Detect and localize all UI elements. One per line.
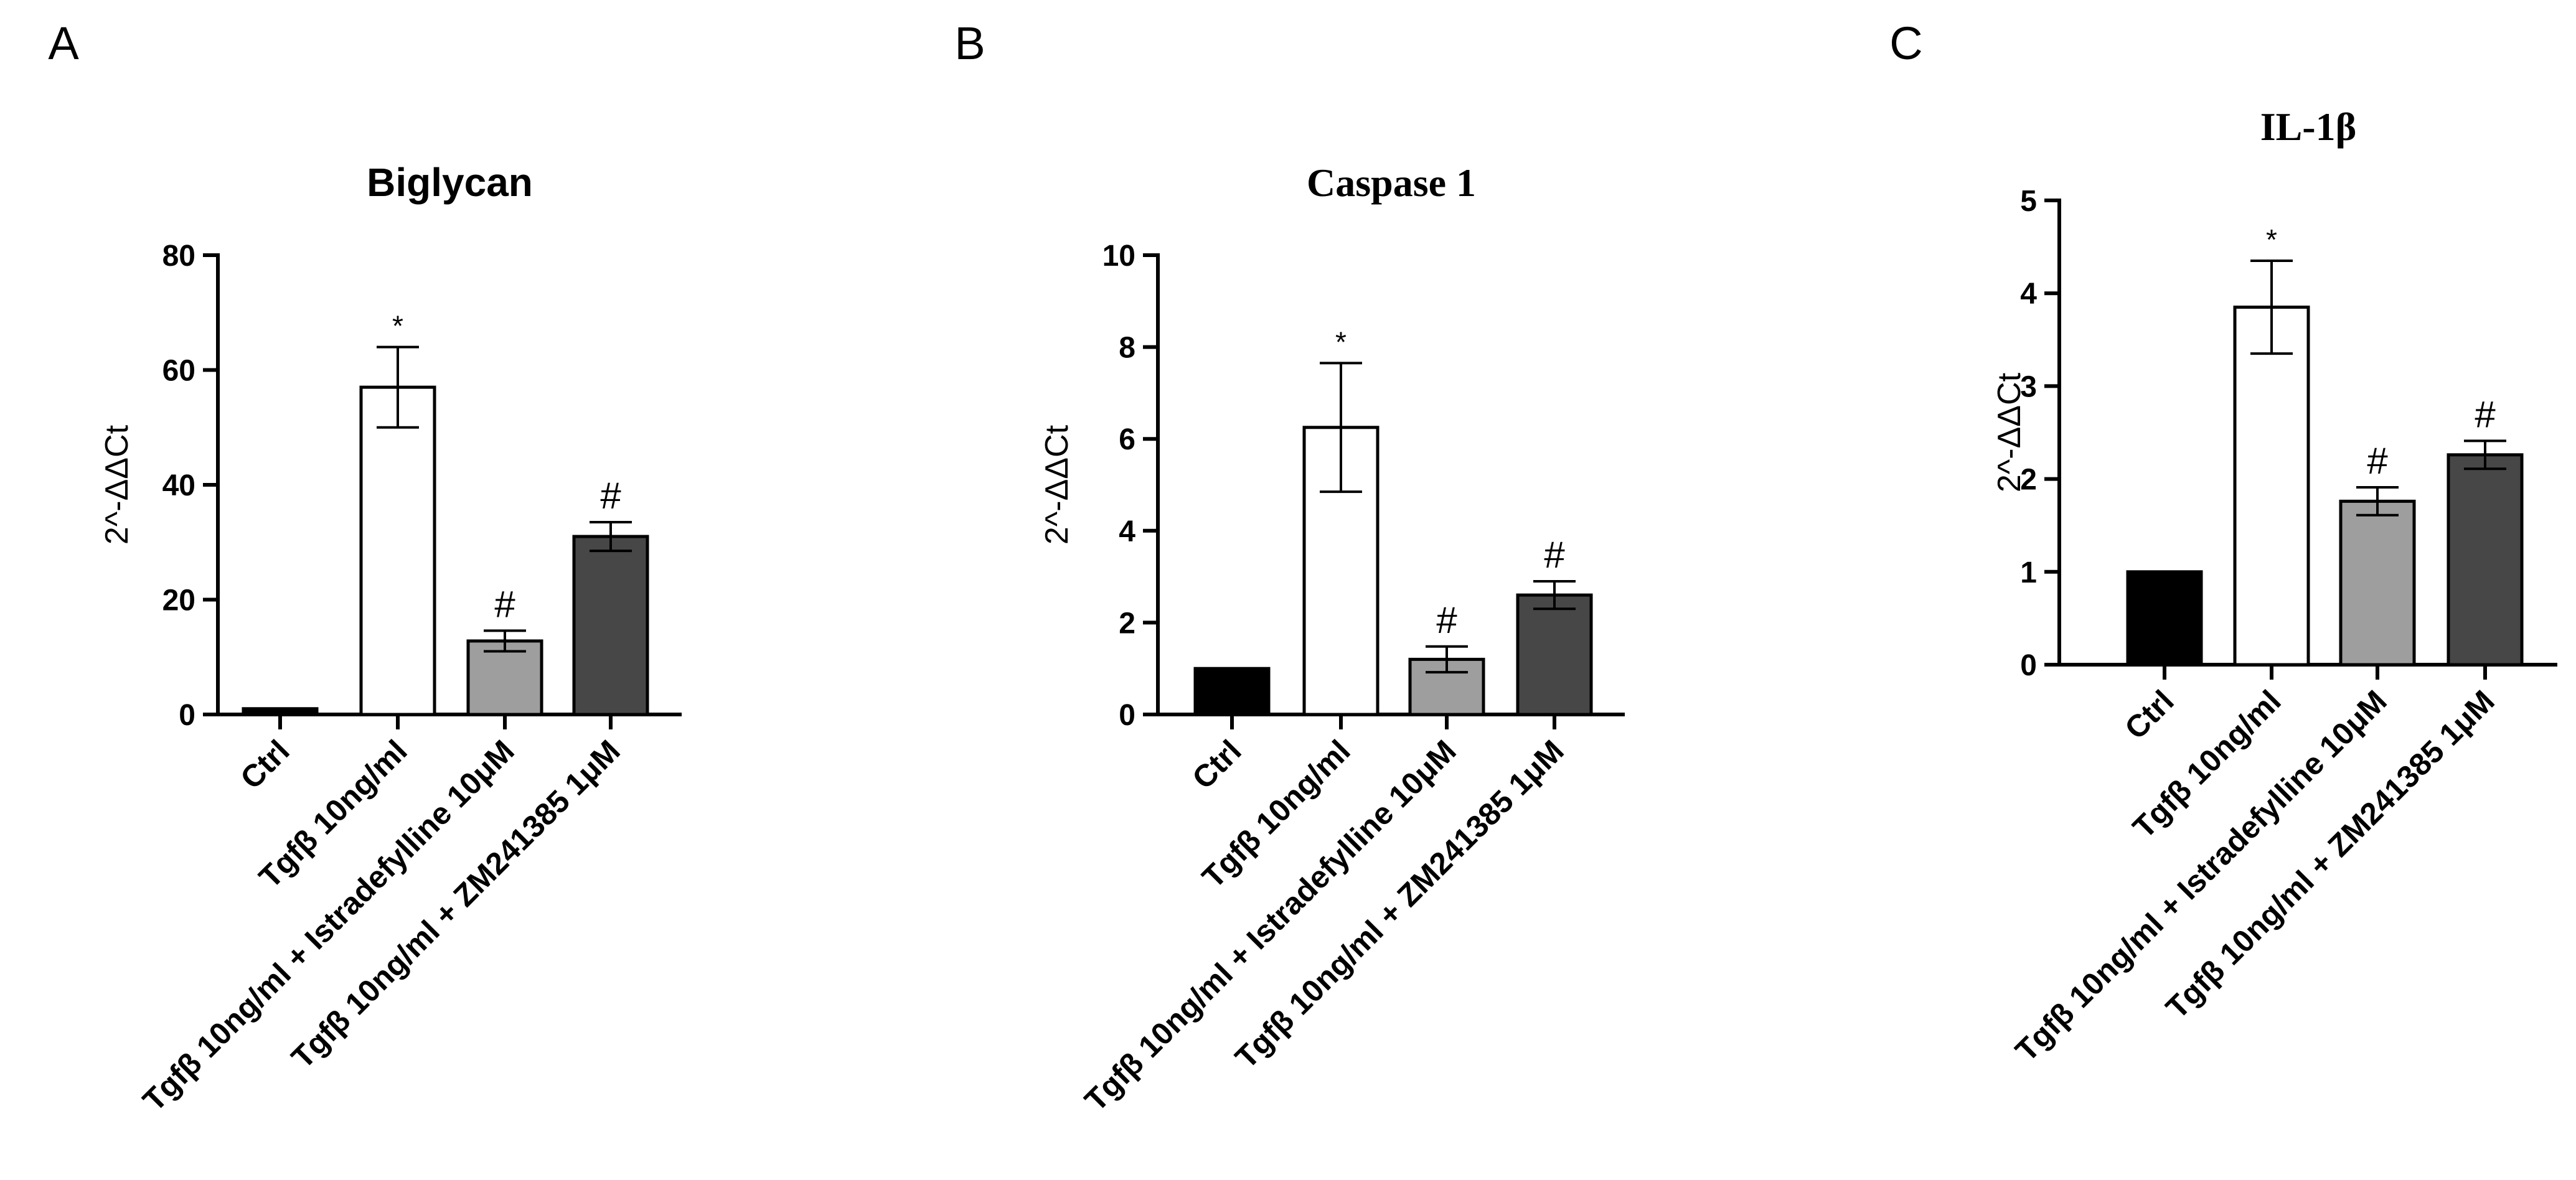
y-axis-label: 2^-ΔΔCt — [1991, 372, 2028, 492]
y-tick-label: 2 — [1119, 607, 1135, 640]
y-tick-label: 6 — [1119, 423, 1135, 456]
bar-4 — [1516, 593, 1593, 716]
y-tick-label: 80 — [162, 240, 195, 273]
x-tick-label: Tgfβ 10ng/ml + Istradefylline 10μM — [1078, 733, 1463, 1118]
y-tick-label: 4 — [2020, 278, 2037, 311]
significance-hash: # — [1436, 599, 1457, 641]
y-tick-label: 3 — [2020, 370, 2037, 403]
panel-letter: B — [954, 17, 985, 69]
chart-panel-b: B Caspase 1 2^-ΔΔCt 0 2 4 6 8 10 Ctrl * Tgfβ 10ng/m… — [954, 17, 1625, 1118]
x-tick-label: Tgfβ 10ng/ml + Istradefylline 10μM — [136, 733, 521, 1118]
y-tick-label: 5 — [2020, 185, 2037, 218]
significance-hash: # — [494, 583, 515, 625]
x-tick-label: Ctrl — [1185, 733, 1248, 795]
y-axis-label: 2^-ΔΔCt — [99, 424, 135, 545]
y-tick-label: 0 — [1119, 699, 1135, 732]
x-tick-label: Ctrl — [2118, 683, 2180, 746]
panel-letter: A — [48, 17, 79, 69]
chart-title: IL-1β — [2260, 105, 2357, 149]
y-tick-label: 1 — [2020, 556, 2037, 589]
significance-hash: # — [600, 475, 621, 517]
y-tick-label: 8 — [1119, 332, 1135, 365]
y-axis-label: 2^-ΔΔCt — [1039, 424, 1075, 545]
chart-title: Caspase 1 — [1307, 161, 1476, 205]
y-tick-label: 2 — [2020, 464, 2037, 497]
significance-star: * — [392, 310, 403, 342]
bar-1 — [2126, 570, 2203, 667]
bar-4 — [572, 535, 649, 716]
y-tick-label: 4 — [1119, 515, 1135, 548]
bar-2 — [359, 385, 436, 716]
x-tick-label: Tgfβ 10ng/ml + Istradefylline 10μM — [2009, 683, 2394, 1068]
bar-1 — [242, 707, 319, 716]
significance-star: * — [1335, 325, 1347, 358]
y-tick-label: 10 — [1102, 240, 1135, 273]
chart-panel-a: A Biglycan 2^-ΔΔCt 0 20 40 60 80 Ctrl * Tgfβ 10ng/… — [48, 17, 682, 1118]
y-tick-label: 0 — [179, 699, 195, 732]
panel-letter: C — [1889, 17, 1922, 69]
significance-hash: # — [1544, 534, 1565, 576]
bar-3 — [2339, 499, 2416, 667]
bar-4 — [2447, 453, 2524, 667]
x-tick-label: Ctrl — [233, 733, 296, 795]
y-tick-label: 0 — [2020, 649, 2037, 682]
significance-hash: # — [2475, 393, 2496, 435]
bar-1 — [1193, 667, 1271, 716]
y-tick-label: 60 — [162, 355, 195, 388]
chart-title: Biglycan — [367, 160, 533, 205]
bar-2 — [2233, 306, 2310, 667]
significance-hash: # — [2367, 440, 2388, 482]
bar-3 — [466, 639, 543, 716]
y-tick-label: 20 — [162, 584, 195, 617]
significance-star: * — [2266, 223, 2277, 256]
y-tick-label: 40 — [162, 469, 195, 502]
